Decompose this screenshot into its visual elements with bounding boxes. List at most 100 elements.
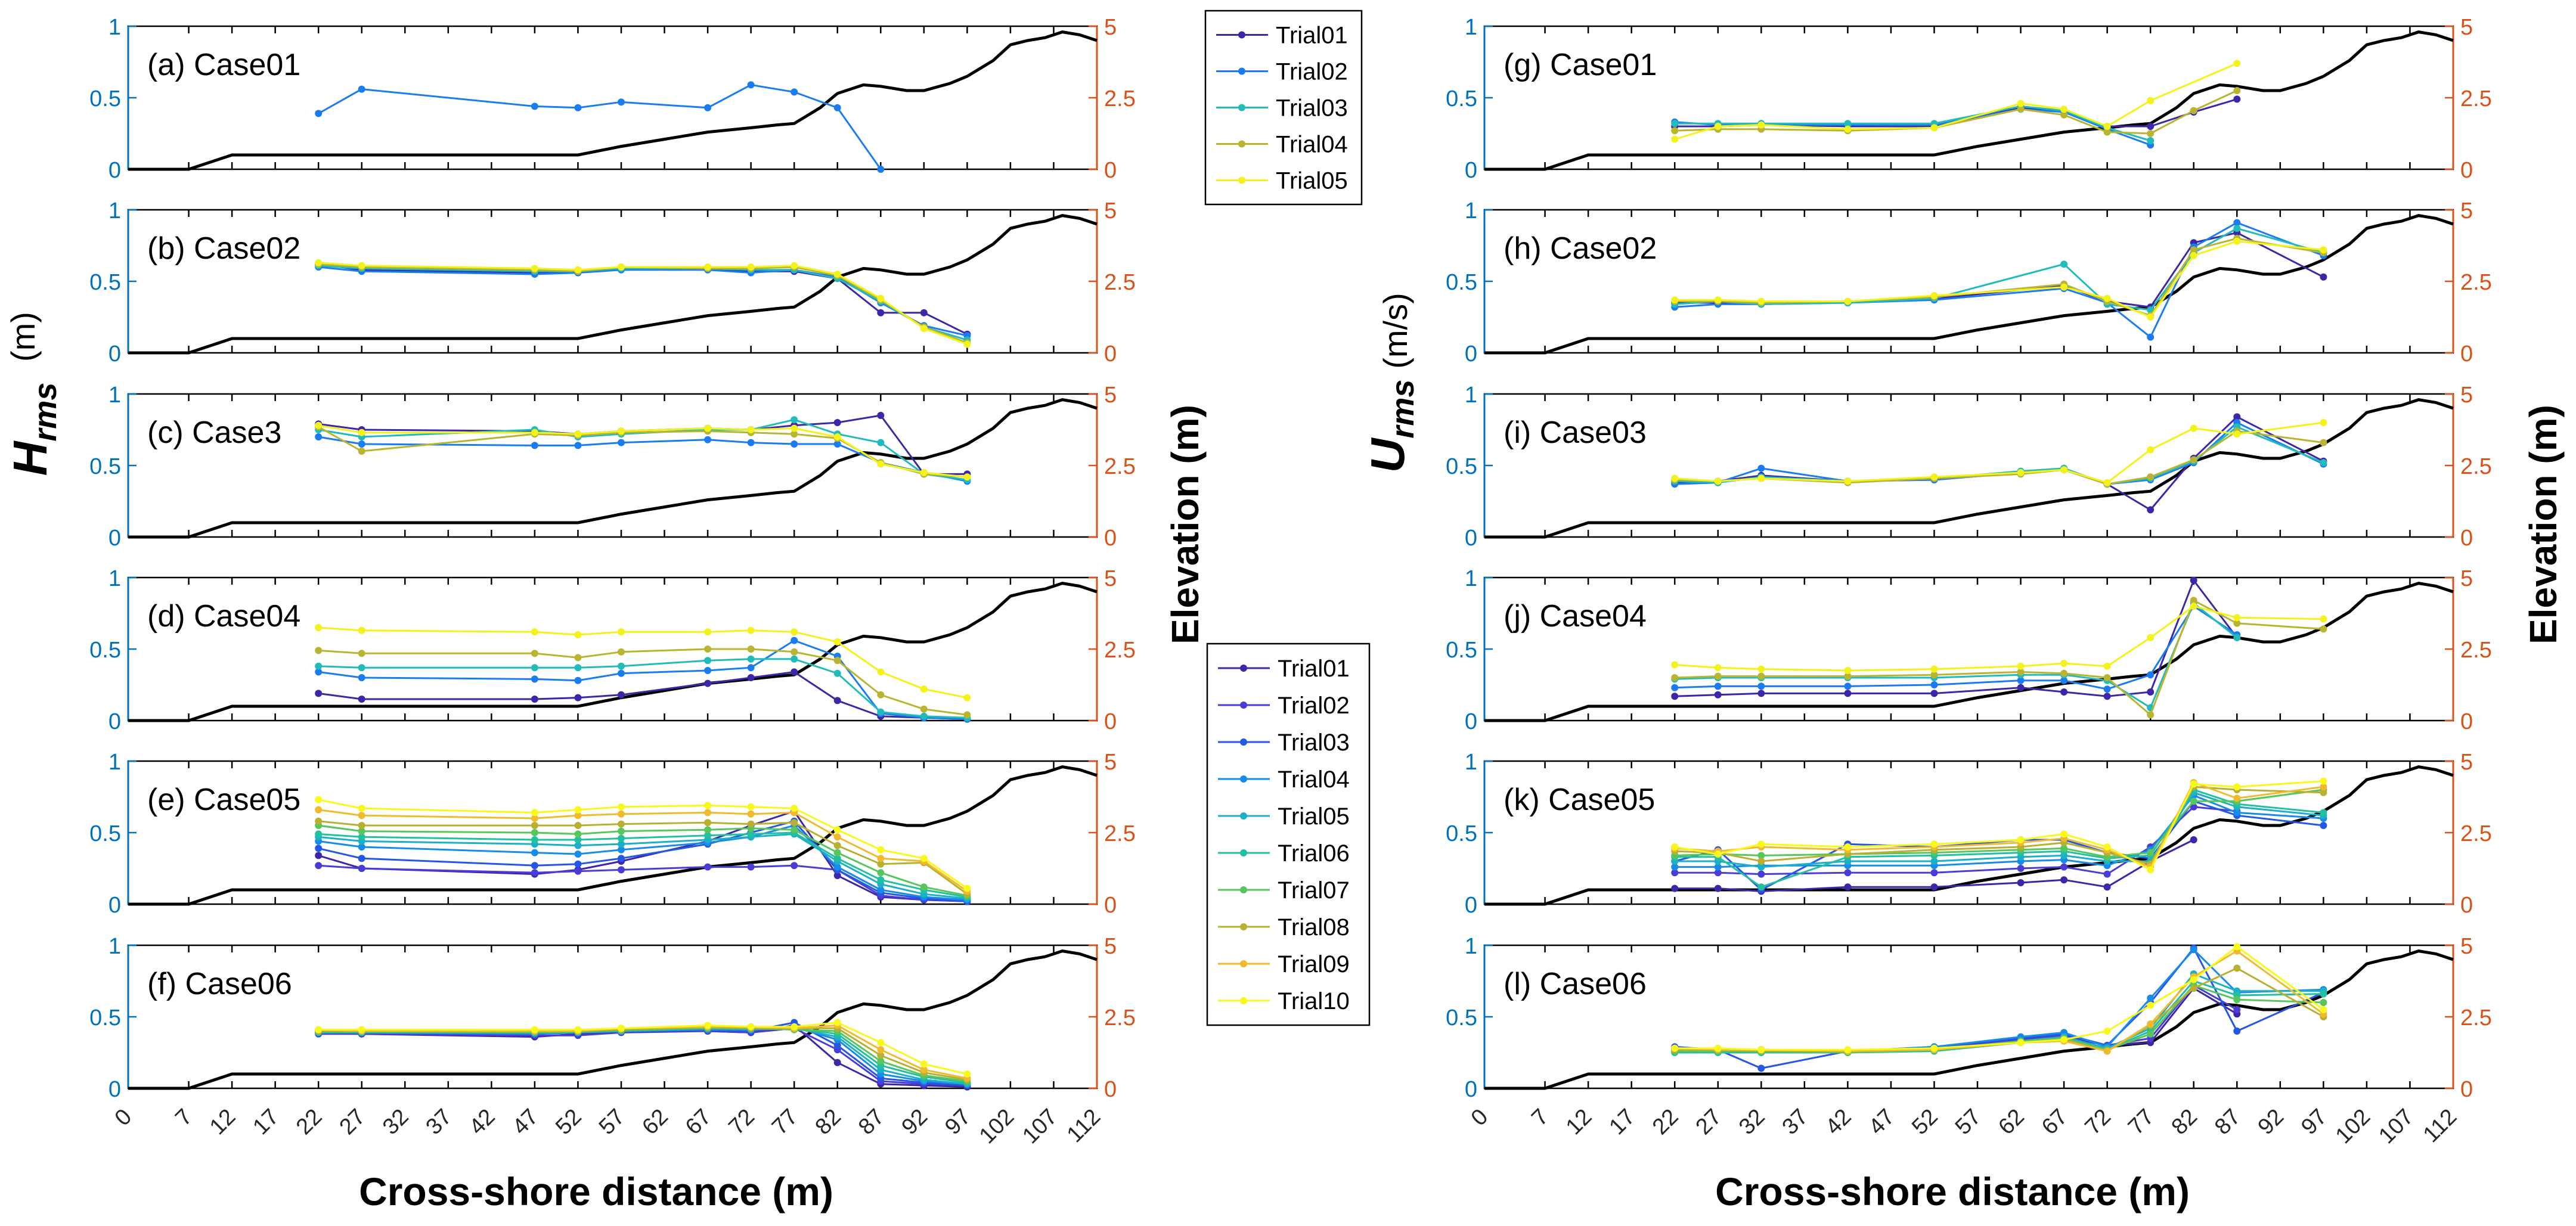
- bathymetry-line: [1484, 214, 2454, 355]
- legend-label: Trial02: [1276, 59, 1348, 85]
- data-point: [2320, 246, 2327, 254]
- data-point: [2017, 100, 2025, 107]
- data-point: [877, 412, 885, 419]
- data-point: [963, 694, 971, 702]
- data-point: [315, 1026, 323, 1033]
- data-point: [877, 166, 885, 173]
- series-line: [1675, 605, 2324, 672]
- legend-marker: [1240, 665, 1247, 672]
- panel-label: (i) Case03: [1504, 415, 1647, 450]
- right-y-tick-label: 0: [2460, 158, 2473, 183]
- right-y-tick-label: 0: [1104, 342, 1117, 367]
- left-y-tick-label: 0.5: [1446, 270, 1477, 295]
- data-point: [704, 628, 712, 636]
- series-line: [318, 831, 968, 898]
- data-point: [574, 104, 582, 111]
- data-point: [2017, 668, 2025, 676]
- left-y-tick-label: 1: [109, 383, 121, 408]
- data-point: [358, 822, 365, 829]
- series-line: [318, 1027, 968, 1087]
- data-point: [531, 822, 538, 829]
- right-y-tick-label: 2.5: [2460, 1005, 2492, 1031]
- data-point: [920, 1060, 928, 1068]
- data-point: [2233, 1028, 2241, 1035]
- data-point: [2190, 976, 2197, 983]
- data-point: [531, 849, 538, 856]
- data-point: [358, 827, 365, 835]
- data-point: [2147, 314, 2155, 321]
- left-y-tick-label: 1: [1465, 383, 1477, 408]
- data-point: [704, 424, 712, 432]
- data-point: [2320, 822, 2327, 829]
- series-trial05: [1671, 419, 2327, 486]
- right-y-tick-label: 2.5: [2460, 638, 2492, 663]
- data-point: [1714, 884, 1722, 892]
- left-y-tick-label: 0: [109, 158, 121, 183]
- data-point: [2320, 273, 2327, 281]
- data-point: [791, 819, 798, 827]
- legend-marker: [1238, 176, 1245, 184]
- data-point: [315, 662, 323, 670]
- panel-label: (l) Case06: [1504, 967, 1647, 1001]
- data-point: [2233, 60, 2241, 67]
- data-point: [1714, 672, 1722, 680]
- data-point: [1714, 664, 1722, 672]
- data-point: [618, 855, 625, 862]
- left-elevation-label: Elevation (m): [1164, 405, 1207, 644]
- data-point: [2060, 830, 2068, 838]
- right-y-tick-label: 5: [1104, 750, 1117, 775]
- left-y-tick-label: 1: [109, 15, 121, 40]
- right-y-tick-label: 2.5: [2460, 270, 2492, 295]
- data-point: [618, 834, 625, 842]
- data-point: [2233, 996, 2241, 1004]
- data-point: [2017, 865, 2025, 872]
- data-point: [618, 669, 625, 677]
- data-point: [1844, 672, 1852, 680]
- data-point: [618, 846, 625, 853]
- data-point: [1757, 1046, 1765, 1054]
- right-urms-unit: (m/s): [1377, 293, 1414, 369]
- data-point: [2233, 87, 2241, 94]
- right-y-tick-label: 2.5: [1104, 1005, 1136, 1031]
- data-point: [2190, 797, 2197, 805]
- data-point: [704, 831, 712, 839]
- data-point: [747, 674, 755, 681]
- legend-item-trial04: Trial04: [1218, 766, 1350, 793]
- data-point: [2147, 137, 2155, 144]
- panel-label: (j) Case04: [1504, 599, 1647, 634]
- data-point: [1757, 840, 1765, 848]
- series-trial08: [315, 817, 971, 898]
- right-y-tick-label: 5: [2460, 383, 2473, 408]
- data-point: [618, 840, 625, 848]
- data-point: [2320, 783, 2327, 791]
- data-point: [877, 1039, 885, 1047]
- data-point: [2103, 123, 2111, 130]
- series-line: [318, 810, 968, 902]
- data-point: [920, 712, 928, 720]
- data-point: [2233, 413, 2241, 421]
- data-point: [2190, 780, 2197, 788]
- data-point: [2190, 597, 2197, 604]
- left-y-tick-label: 0: [109, 709, 121, 734]
- left-y-tick-label: 0: [1465, 893, 1477, 918]
- data-point: [531, 628, 538, 636]
- legend-label: Trial04: [1276, 132, 1348, 158]
- data-point: [574, 664, 582, 672]
- data-point: [618, 427, 625, 435]
- data-point: [920, 883, 928, 891]
- data-point: [618, 866, 625, 874]
- left-hrms-unit: (m): [4, 312, 42, 362]
- panel-label: (b) Case02: [147, 231, 300, 266]
- data-point: [1671, 474, 1679, 482]
- panel-8: 0 0.5 1 0 2.5 5 (h) Case02: [1446, 198, 2492, 367]
- data-point: [747, 803, 755, 811]
- series-line: [318, 639, 968, 721]
- data-point: [1844, 120, 1852, 128]
- legend-item-trial03: Trial03: [1218, 730, 1350, 756]
- data-point: [531, 1026, 538, 1033]
- legend-item-trial01: Trial01: [1216, 23, 1348, 49]
- data-point: [574, 836, 582, 843]
- data-point: [574, 860, 582, 868]
- data-point: [791, 826, 798, 834]
- data-point: [791, 862, 798, 870]
